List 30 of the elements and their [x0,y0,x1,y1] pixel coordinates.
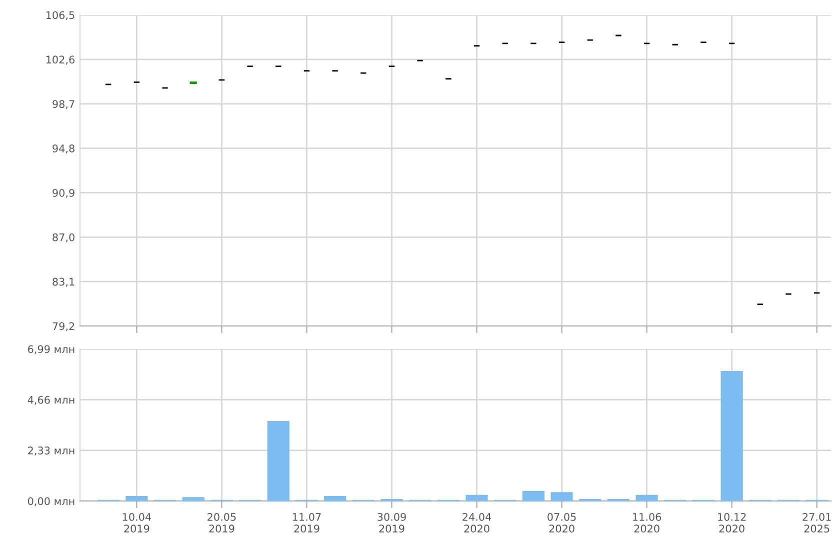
y-tick-label: 102,6 [46,56,74,65]
bar [550,492,573,501]
y-tick-label: 87,0 [52,233,74,242]
x-tick-label: 24.04 2020 [462,512,492,533]
y-tick-label: 90,9 [52,188,74,198]
y-tick-label: 98,7 [52,100,74,110]
y-tick-label: 0,00 млн [28,497,74,506]
y-tick-label: 2,33 млн [28,446,74,456]
y-tick-label: 6,99 млн [28,345,74,354]
y-tick-label: 106,5 [46,11,74,20]
x-tick-label: 07.05 2020 [548,512,576,533]
bar [126,496,148,501]
bar [324,496,346,501]
x-tick-label: 11.06 2020 [633,512,662,533]
bar [182,497,204,501]
y-tick-label: 94,8 [52,144,74,154]
x-tick-label: 27.01 2025 [802,512,831,533]
y-tick-label: 83,1 [52,278,74,287]
bar [522,490,544,501]
x-tick-label: 30.09 2019 [378,512,406,533]
bar [636,494,658,501]
bar [267,420,290,501]
y-tick-label: 79,2 [52,322,74,332]
x-tick-label: 20.05 2019 [208,512,236,533]
bar [720,370,743,501]
bar [466,494,488,501]
x-tick-label: 10.12 2020 [718,512,746,533]
x-tick-label: 10.04 2019 [122,512,152,533]
x-tick-label: 11.07 2019 [292,512,321,533]
y-tick-label: 4,66 млн [28,396,74,405]
